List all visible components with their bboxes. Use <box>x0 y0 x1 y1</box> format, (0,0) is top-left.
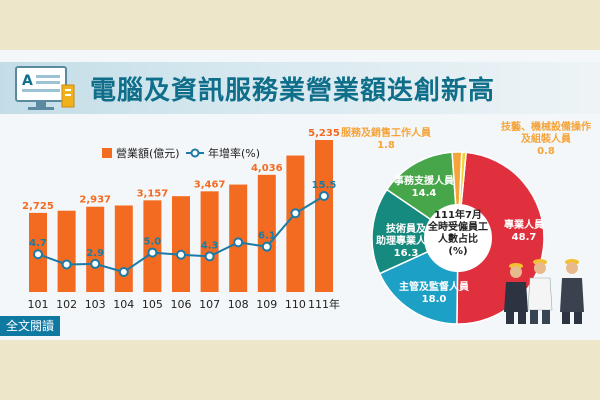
pie-slice-value: 14.4 <box>412 188 437 199</box>
bar-value-label: 4,036 <box>251 163 283 174</box>
x-tick-label: 108 <box>228 298 249 311</box>
growth-rate-label: 4.3 <box>201 240 219 251</box>
revenue-bar <box>315 140 333 292</box>
growth-rate-label: 2.9 <box>86 248 104 259</box>
title-banner: A 電腦及資訊服務業營業額迭創新高 <box>0 62 600 114</box>
pie-slice-labels: 專業人員48.7主管及監督人員18.0技術員及助理專業人員16.3事務支援人員1… <box>341 120 591 305</box>
pie-slice-name: 及組裝人員 <box>521 132 571 145</box>
x-tick-label: 103 <box>85 298 106 311</box>
worker-figure <box>504 263 528 324</box>
bar-value-label: 5,235 <box>308 128 340 139</box>
revenue-bar <box>57 210 76 292</box>
pie-slice-value: 48.7 <box>512 232 537 243</box>
pie-slice-name: 助理專業人員 <box>376 234 436 247</box>
bar-value-label: 2,725 <box>22 201 54 212</box>
pie-slice-name: 技藝、機械設備操作 <box>501 120 591 133</box>
growth-rate-point <box>147 247 158 258</box>
growth-rate-point <box>233 237 244 248</box>
legend-bar-label: 營業額(億元) <box>116 147 180 160</box>
growth-rate-line: 4.7 2.9 5.0 4.3 6.1 15.5 <box>29 180 337 277</box>
workers-illustration <box>504 259 584 324</box>
page-title: 電腦及資訊服務業營業額迭創新高 <box>90 76 496 106</box>
growth-rate-point <box>61 259 72 270</box>
computer-monitor-icon: A <box>15 66 75 110</box>
legend-line-marker <box>190 148 200 158</box>
growth-rate-label: 5.0 <box>144 237 162 248</box>
growth-rate-point <box>176 249 186 260</box>
bar-value-label: 3,157 <box>137 188 169 199</box>
x-tick-label: 102 <box>56 298 77 311</box>
x-axis-tick-labels: 101 102 103 104 105 106 107 108 109 110 111年 <box>28 297 341 311</box>
pie-slice-value: 1.8 <box>377 140 395 151</box>
bar-value-label: 3,467 <box>194 179 226 190</box>
revenue-bar <box>86 206 105 292</box>
x-tick-label: 110 <box>285 298 306 311</box>
full-text-button[interactable]: 全文閱讀 <box>0 316 60 336</box>
revenue-bar <box>200 191 219 292</box>
x-tick-label: 105 <box>142 298 163 311</box>
legend-line-label: 年增率(%) <box>208 146 260 160</box>
growth-rate-point <box>33 249 43 260</box>
growth-rate-point <box>319 191 329 201</box>
revenue-bars <box>29 140 333 292</box>
pie-slice-name: 主管及監督人員 <box>399 280 469 293</box>
pie-slice <box>456 151 545 325</box>
pie-center-line: (%) <box>448 246 467 257</box>
bar-value-labels: 2,725 2,937 3,157 3,467 4,036 5,235 <box>22 128 340 212</box>
growth-rate-point <box>90 258 101 269</box>
growth-rate-label: 15.5 <box>312 180 337 191</box>
x-tick-label: 101 <box>28 298 49 311</box>
pie-center-line: 人數占比 <box>438 232 478 245</box>
pie-slice-value: 0.8 <box>537 146 555 157</box>
growth-rate-label: 6.1 <box>258 231 276 242</box>
pie-slice-name: 技術員及 <box>386 222 427 235</box>
x-tick-label: 106 <box>171 298 192 311</box>
pie-center-line: 111年7月 <box>434 208 482 221</box>
growth-rate-point <box>290 208 301 219</box>
pie-center-hole <box>424 204 492 272</box>
svg-text:A: A <box>22 73 33 89</box>
legend-bar-swatch <box>102 148 112 158</box>
growth-rate-label: 4.7 <box>29 238 47 249</box>
banner-background <box>0 62 600 114</box>
worker-figure <box>527 259 553 324</box>
x-tick-label: 107 <box>199 298 220 311</box>
pie-slice <box>371 188 460 275</box>
pie-center-label: 111年7月全時受僱員工人數占比(%) <box>427 208 488 257</box>
growth-rate-point <box>118 267 129 277</box>
bar-value-label: 2,937 <box>79 195 111 206</box>
pie-slice-name: 事務支援人員 <box>394 174 454 187</box>
x-tick-label: 111年 <box>308 297 340 311</box>
growth-rate-point <box>204 251 215 262</box>
revenue-bar <box>143 200 162 292</box>
revenue-bar <box>172 196 190 292</box>
pie-center-line: 全時受僱員工 <box>427 220 488 233</box>
bar-chart-legend: 營業額(億元) 年增率(%) <box>102 146 260 160</box>
growth-rate-point <box>261 241 272 252</box>
revenue-bar <box>257 174 276 292</box>
pie-slice-name: 服務及銷售工作人員 <box>341 126 431 139</box>
revenue-bar <box>286 155 305 292</box>
pie-slice-name: 專業人員 <box>504 218 544 231</box>
pie-slice-value: 16.3 <box>394 248 419 259</box>
x-tick-label: 104 <box>113 298 134 311</box>
pie-slice-value: 18.0 <box>422 294 447 305</box>
worker-figure <box>560 259 584 324</box>
x-tick-label: 109 <box>256 298 277 311</box>
